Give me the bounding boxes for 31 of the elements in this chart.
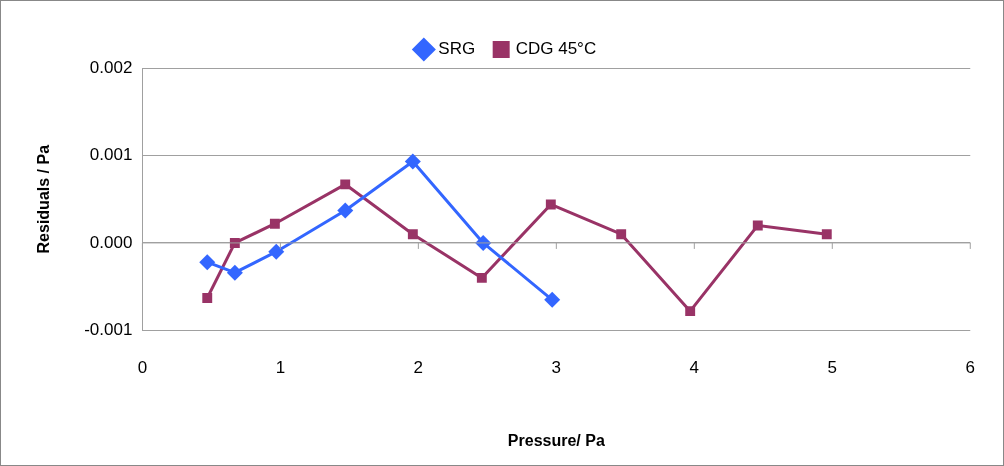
- x-tick-label: 3: [551, 358, 562, 378]
- point: [340, 179, 351, 190]
- point: [752, 220, 763, 231]
- y-tick-label: -0.001: [84, 320, 133, 340]
- point: [616, 229, 627, 240]
- point: [268, 243, 285, 260]
- point: [337, 202, 354, 219]
- point: [685, 306, 696, 317]
- point: [545, 199, 556, 210]
- y-tick-label: 0.001: [89, 145, 133, 165]
- point: [407, 229, 418, 240]
- x-tick-label: 6: [965, 358, 976, 378]
- point: [226, 264, 243, 281]
- point: [199, 254, 216, 271]
- x-axis-title: Pressure/ Pa: [507, 431, 605, 449]
- y-tick-label: 0.000: [89, 232, 133, 252]
- x-tick-label: 1: [275, 358, 286, 378]
- point: [544, 291, 561, 308]
- point: [202, 293, 213, 303]
- y-tick-label: 0.002: [89, 57, 133, 77]
- point: [269, 218, 280, 229]
- y-axis-title: Residuals / Pa: [35, 144, 53, 254]
- legend-label: SRG: [438, 39, 476, 59]
- legend-label: CDG 45°C: [515, 39, 597, 59]
- x-tick-label: 2: [413, 358, 424, 378]
- point: [821, 229, 832, 240]
- point: [404, 153, 421, 170]
- x-tick-label: 0: [137, 358, 148, 378]
- x-tick-label: 5: [827, 358, 838, 378]
- x-tick-label: 4: [689, 358, 700, 378]
- point: [476, 272, 487, 283]
